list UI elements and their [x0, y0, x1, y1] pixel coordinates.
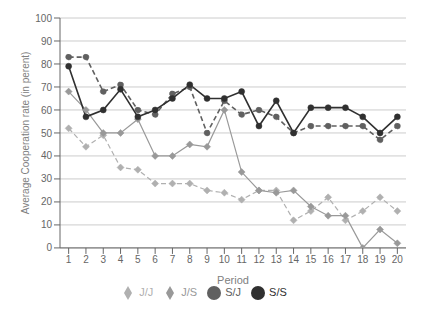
svg-text:8: 8 [187, 254, 193, 265]
svg-text:10: 10 [219, 254, 231, 265]
svg-text:17: 17 [340, 254, 352, 265]
html-text:S/J: S/J [225, 285, 242, 298]
svg-text:20: 20 [41, 196, 53, 207]
svg-text:18: 18 [357, 254, 369, 265]
svg-text:14: 14 [288, 254, 300, 265]
svg-text:13: 13 [271, 254, 283, 265]
html-text:J/J: J/J [139, 285, 154, 298]
svg-text:100: 100 [35, 13, 52, 24]
svg-text:Period: Period [217, 274, 249, 286]
svg-text:1: 1 [66, 254, 72, 265]
svg-text:50: 50 [41, 128, 53, 139]
svg-text:70: 70 [41, 82, 53, 93]
html-text:J/S: J/S [181, 285, 198, 298]
svg-text:6: 6 [152, 254, 158, 265]
svg-text:11: 11 [236, 254, 247, 265]
svg-text:10: 10 [41, 219, 53, 230]
svg-text:Average Cooperation rate (in p: Average Cooperation rate (in perent) [20, 52, 31, 215]
svg-text:19: 19 [374, 254, 386, 265]
svg-text:9: 9 [204, 254, 210, 265]
svg-text:2: 2 [83, 254, 89, 265]
svg-text:0: 0 [46, 242, 52, 253]
svg-text:60: 60 [41, 105, 53, 116]
svg-text:30: 30 [41, 173, 53, 184]
svg-text:20: 20 [392, 254, 404, 265]
svg-text:5: 5 [135, 254, 141, 265]
svg-text:16: 16 [323, 254, 335, 265]
svg-text:4: 4 [118, 254, 124, 265]
svg-text:80: 80 [41, 59, 53, 70]
svg-text:7: 7 [170, 254, 176, 265]
svg-text:3: 3 [100, 254, 106, 265]
svg-text:40: 40 [41, 150, 53, 161]
svg-text:90: 90 [41, 36, 53, 47]
svg-text:12: 12 [253, 254, 265, 265]
svg-text:15: 15 [305, 254, 317, 265]
html-text:S/S: S/S [269, 285, 287, 298]
